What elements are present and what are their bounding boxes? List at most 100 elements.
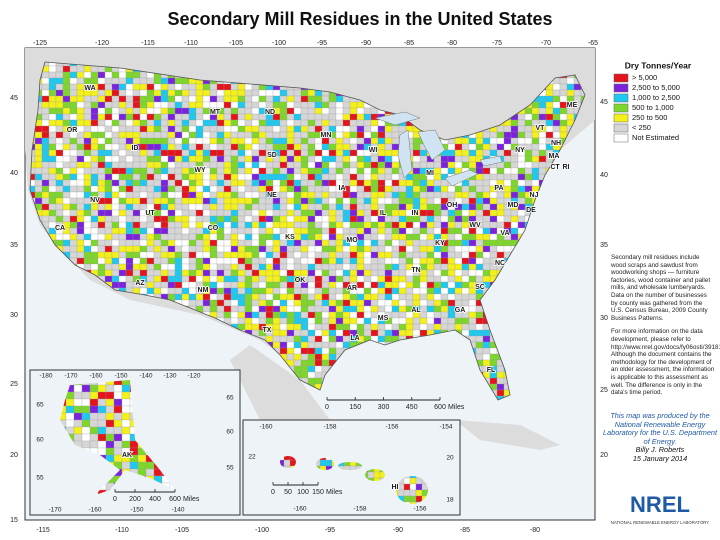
county <box>216 125 225 133</box>
county <box>328 251 337 259</box>
county <box>97 83 106 91</box>
county <box>55 113 64 121</box>
county <box>153 257 162 265</box>
county <box>167 245 176 253</box>
county <box>146 83 155 91</box>
county <box>265 215 274 223</box>
county <box>230 179 239 187</box>
county <box>41 137 50 145</box>
county <box>363 311 372 319</box>
county <box>293 347 302 355</box>
county <box>342 131 351 139</box>
county <box>251 299 260 307</box>
county <box>335 209 344 217</box>
county <box>139 197 148 205</box>
county <box>510 137 519 145</box>
county <box>335 227 344 235</box>
county <box>139 179 148 187</box>
county <box>349 275 358 283</box>
county <box>321 323 330 331</box>
county <box>265 287 274 295</box>
county <box>230 167 239 175</box>
county <box>97 77 106 85</box>
county <box>468 317 477 325</box>
county <box>223 227 232 235</box>
county <box>349 167 358 175</box>
county <box>325 459 333 467</box>
county <box>335 161 344 169</box>
county <box>244 227 253 235</box>
county <box>244 95 253 103</box>
county <box>132 227 141 235</box>
county <box>237 287 246 295</box>
county <box>41 119 50 127</box>
county <box>391 221 400 229</box>
county <box>230 305 239 313</box>
county <box>482 197 491 205</box>
county <box>132 185 141 193</box>
county <box>41 107 50 115</box>
county <box>216 119 225 127</box>
county <box>132 155 141 163</box>
county <box>286 323 295 331</box>
county <box>104 137 113 145</box>
county <box>160 251 169 259</box>
county <box>286 317 295 325</box>
county <box>195 137 204 145</box>
county <box>398 281 407 289</box>
county <box>223 95 232 103</box>
county <box>510 131 519 139</box>
county <box>475 179 484 187</box>
county <box>286 353 295 361</box>
county <box>293 335 302 343</box>
county <box>90 221 99 229</box>
county <box>62 83 71 91</box>
county <box>97 71 106 79</box>
county <box>237 215 246 223</box>
county <box>440 221 449 229</box>
county <box>440 257 449 265</box>
county <box>293 137 302 145</box>
county <box>132 107 141 115</box>
county <box>328 107 337 115</box>
county <box>321 191 330 199</box>
county <box>314 377 323 385</box>
county <box>405 191 414 199</box>
county <box>132 95 141 103</box>
county <box>363 137 372 145</box>
county <box>139 251 148 259</box>
county <box>230 191 239 199</box>
county <box>447 191 456 199</box>
county <box>223 83 232 91</box>
county <box>195 173 204 181</box>
county <box>76 143 85 151</box>
county <box>209 131 218 139</box>
county <box>335 287 344 295</box>
county <box>181 209 190 217</box>
county <box>146 179 155 187</box>
county <box>307 137 316 145</box>
county <box>104 167 113 175</box>
county <box>433 299 442 307</box>
county <box>125 239 134 247</box>
county <box>258 101 267 109</box>
county <box>272 227 281 235</box>
county <box>377 173 386 181</box>
county <box>328 239 337 247</box>
county <box>174 245 183 253</box>
county <box>510 221 519 229</box>
county <box>286 299 295 307</box>
county <box>258 167 267 175</box>
county <box>153 125 162 133</box>
county <box>384 215 393 223</box>
county <box>531 113 540 121</box>
county <box>370 233 379 241</box>
county <box>503 215 512 223</box>
county <box>475 173 484 181</box>
county <box>160 149 169 157</box>
county <box>132 233 141 241</box>
county <box>237 161 246 169</box>
county <box>223 197 232 205</box>
county <box>69 173 78 181</box>
county <box>475 341 484 349</box>
